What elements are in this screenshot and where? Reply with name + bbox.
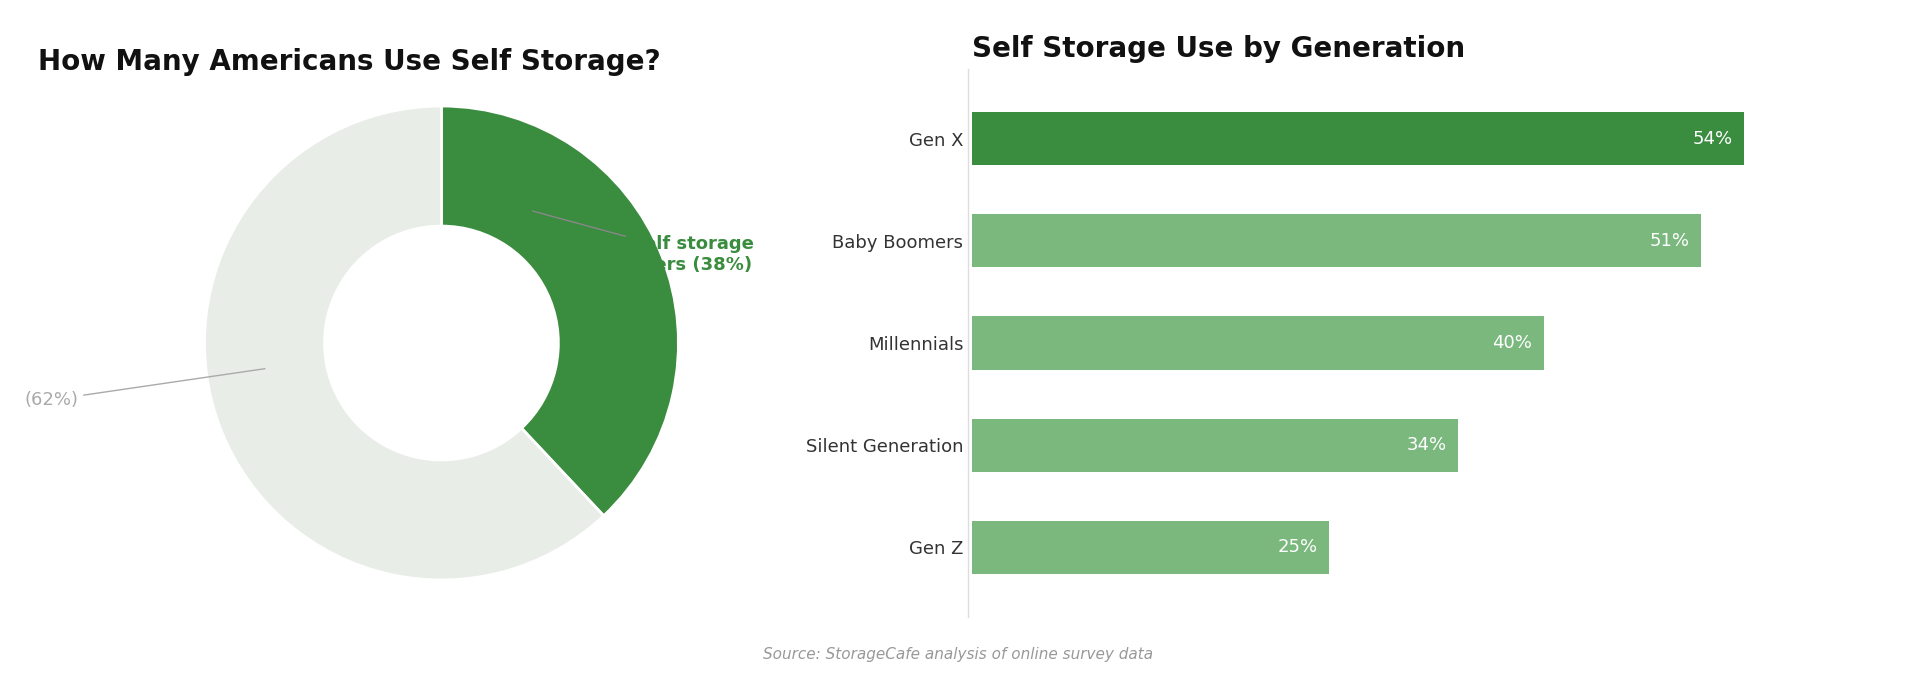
Text: 34%: 34%	[1406, 436, 1447, 454]
Bar	[971, 316, 1544, 370]
Bar	[971, 418, 1458, 472]
Bar	[971, 214, 1701, 268]
Bar	[971, 112, 1744, 165]
Text: Self Storage Use by Generation: Self Storage Use by Generation	[971, 35, 1464, 63]
Bar	[971, 521, 1330, 574]
Text: (62%): (62%)	[25, 368, 264, 409]
Text: Source: StorageCafe analysis of online survey data: Source: StorageCafe analysis of online s…	[763, 647, 1153, 662]
Text: 25%: 25%	[1278, 539, 1318, 556]
Wedge shape	[441, 106, 678, 516]
Text: How Many Americans Use Self Storage?: How Many Americans Use Self Storage?	[38, 48, 661, 76]
Text: 54%: 54%	[1692, 130, 1732, 147]
Text: 40%: 40%	[1493, 334, 1533, 352]
Wedge shape	[205, 106, 604, 580]
Text: 51%: 51%	[1650, 232, 1690, 250]
Text: Self storage
users (38%): Self storage users (38%)	[533, 211, 753, 274]
